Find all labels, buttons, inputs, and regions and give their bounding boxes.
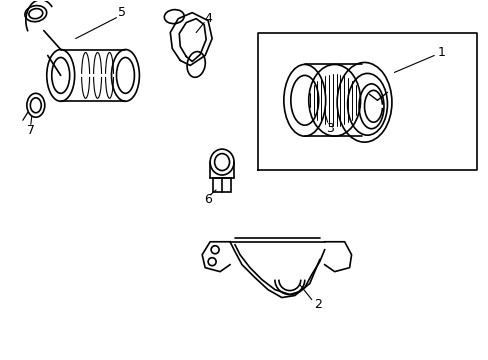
Text: 1: 1 bbox=[436, 46, 444, 59]
Circle shape bbox=[208, 258, 216, 266]
Text: 7: 7 bbox=[27, 124, 35, 137]
Text: 6: 6 bbox=[204, 193, 212, 206]
Text: 4: 4 bbox=[204, 12, 212, 25]
Text: 5: 5 bbox=[118, 6, 126, 19]
Text: 3: 3 bbox=[325, 122, 333, 135]
Bar bbox=[213, 178, 230, 192]
Text: 2: 2 bbox=[313, 298, 321, 311]
Circle shape bbox=[211, 246, 219, 254]
